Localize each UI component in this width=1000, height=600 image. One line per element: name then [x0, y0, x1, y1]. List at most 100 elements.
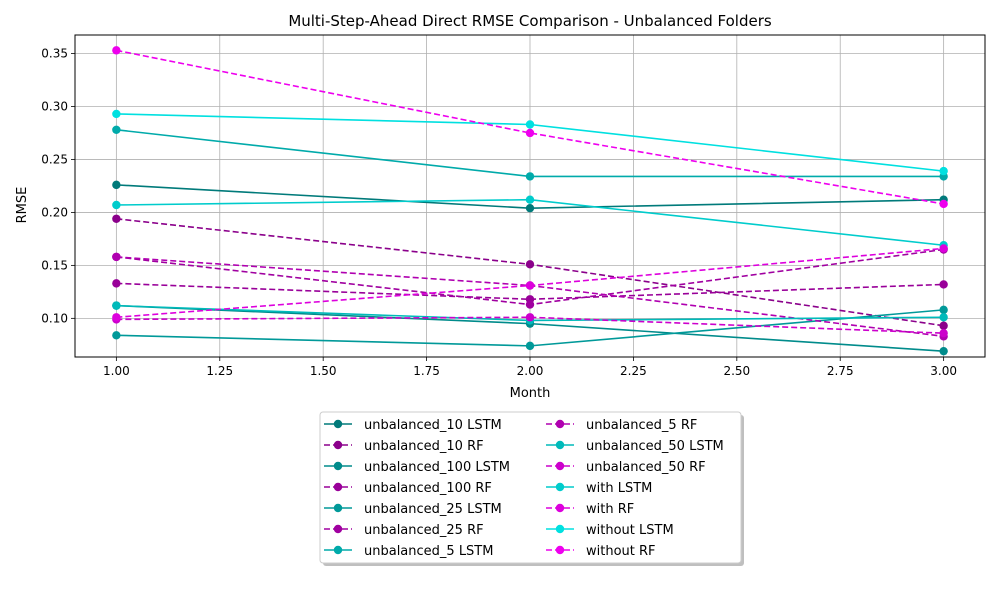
data-point: [525, 260, 535, 269]
legend-label: with LSTM: [586, 481, 652, 496]
data-point: [525, 195, 535, 204]
series-line: [116, 282, 944, 301]
x-tick-label: 1.50: [310, 364, 337, 378]
legend-swatch-marker: [555, 440, 565, 450]
legend-item: with LSTM: [546, 481, 652, 496]
legend-item: unbalanced_10 RF: [324, 439, 484, 454]
legend-label: unbalanced_10 RF: [364, 439, 484, 454]
data-point: [525, 300, 535, 309]
series: [112, 305, 948, 351]
y-tick-label: 0.20: [41, 205, 68, 219]
series: [112, 109, 948, 176]
data-point: [525, 120, 535, 129]
legend-label: without RF: [586, 544, 656, 559]
legend-swatch-marker: [333, 482, 343, 492]
data-point: [939, 321, 948, 330]
series-lines: [112, 46, 948, 356]
legend-swatch-marker: [555, 524, 565, 534]
legend-label: unbalanced_100 LSTM: [364, 460, 510, 475]
data-point: [525, 341, 535, 351]
legend-item: without LSTM: [546, 523, 674, 538]
legend-box: [319, 411, 742, 564]
legend-swatch-marker: [333, 545, 343, 555]
legend-label: unbalanced_5 LSTM: [364, 544, 493, 559]
legend-swatch-marker: [555, 461, 565, 471]
data-point: [939, 328, 948, 338]
data-point: [939, 166, 948, 176]
y-axis-label: RMSE: [15, 187, 30, 224]
legend-label: unbalanced_50 RF: [586, 460, 706, 475]
y-tick-label: 0.10: [41, 311, 68, 325]
x-tick-label: 1.25: [206, 364, 233, 378]
legend-item: unbalanced_10 LSTM: [324, 418, 502, 433]
chart-title: Multi-Step-Ahead Direct RMSE Comparison …: [288, 12, 772, 30]
data-point: [112, 301, 121, 310]
data-point: [939, 244, 948, 253]
x-tick-label: 1.75: [413, 364, 440, 378]
x-tick-label: 2.50: [723, 364, 750, 378]
data-point: [112, 125, 121, 134]
data-point: [112, 252, 121, 262]
data-point: [112, 331, 121, 340]
series: [112, 244, 948, 322]
y-tick-label: 0.35: [41, 47, 68, 61]
legend-label: unbalanced_25 RF: [364, 523, 484, 538]
legend-item: unbalanced_50 LSTM: [546, 439, 724, 454]
data-point: [112, 279, 121, 288]
data-point: [939, 199, 948, 209]
legend-swatch-marker: [555, 482, 565, 492]
legend-label: without LSTM: [586, 523, 674, 538]
data-point: [112, 109, 121, 119]
legend-swatch-marker: [333, 419, 343, 429]
legend-label: unbalanced_50 LSTM: [586, 439, 724, 454]
series: [112, 214, 948, 330]
legend-item: without RF: [546, 544, 656, 559]
legend-swatch-marker: [555, 419, 565, 429]
legend-label: unbalanced_25 LSTM: [364, 502, 502, 517]
legend-swatch-marker: [333, 440, 343, 450]
data-point: [112, 46, 121, 55]
legend-item: unbalanced_5 LSTM: [324, 544, 493, 559]
axis-ticks: 1.00 1.25 1.50 1.75 2.00 2.25 2.50 2.75 3.00 0.10…: [41, 47, 957, 378]
x-tick-label: 2.00: [517, 364, 544, 378]
data-point: [112, 214, 121, 223]
series-line: [116, 316, 944, 334]
legend-item: unbalanced_50 RF: [546, 460, 706, 475]
data-point: [112, 200, 121, 210]
legend-item: unbalanced_100 RF: [324, 481, 492, 496]
legend-item: with RF: [546, 502, 634, 517]
legend-label: unbalanced_5 RF: [586, 418, 697, 433]
y-tick-label: 0.15: [41, 258, 68, 272]
y-tick-label: 0.25: [41, 152, 68, 166]
legend-swatch-marker: [555, 503, 565, 513]
data-point: [525, 313, 535, 322]
data-point: [939, 305, 948, 315]
x-tick-label: 2.75: [827, 364, 854, 378]
data-point: [939, 280, 948, 289]
legend-label: unbalanced_100 RF: [364, 481, 492, 496]
data-point: [112, 313, 121, 322]
series-line: [116, 49, 944, 205]
data-point: [525, 128, 535, 138]
x-tick-label: 2.25: [620, 364, 647, 378]
legend-item: unbalanced_25 LSTM: [324, 502, 502, 517]
legend: unbalanced_10 LSTM unbalanced_10 RF unbala…: [319, 411, 744, 566]
data-point: [112, 180, 121, 190]
series: [112, 46, 948, 209]
legend-swatch-marker: [333, 503, 343, 513]
legend-item: unbalanced_100 LSTM: [324, 460, 510, 475]
legend-swatch-marker: [333, 524, 343, 534]
legend-swatch-marker: [555, 545, 565, 555]
data-point: [939, 346, 948, 356]
x-tick-label: 3.00: [930, 364, 957, 378]
data-point: [525, 172, 535, 181]
legend-label: unbalanced_10 LSTM: [364, 418, 502, 433]
legend-item: unbalanced_25 RF: [324, 523, 484, 538]
legend-item: unbalanced_5 RF: [546, 418, 697, 433]
x-axis-label: Month: [510, 386, 551, 401]
x-tick-label: 1.00: [103, 364, 130, 378]
legend-swatch-marker: [333, 461, 343, 471]
data-point: [939, 313, 948, 322]
data-point: [525, 281, 535, 290]
